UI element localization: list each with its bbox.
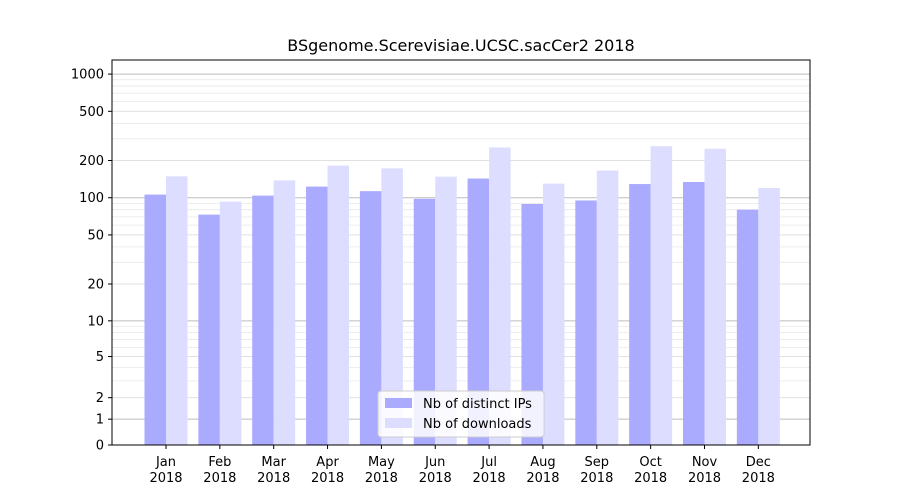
y-tick-label: 1000 [71,68,104,83]
x-tick-label-year: 2018 [526,471,559,486]
bar-distinct-ips [198,214,220,445]
bar-distinct-ips [521,203,543,445]
bar-downloads [327,165,350,445]
legend-label: Nb of distinct IPs [423,397,532,412]
y-tick-label: 10 [87,314,104,329]
y-tick-label: 1 [96,413,104,428]
x-tick-label-year: 2018 [742,471,775,486]
x-tick-label-year: 2018 [419,471,452,486]
x-tick-label-year: 2018 [149,471,182,486]
x-tick-label-year: 2018 [473,471,506,486]
bar-downloads [489,147,511,445]
legend-label: Nb of downloads [423,417,532,432]
x-tick-label-year: 2018 [257,471,290,486]
bar-distinct-ips [629,184,651,445]
bar-distinct-ips [683,182,705,445]
bar-downloads [542,183,565,446]
y-tick-label: 2 [96,391,104,406]
bar-distinct-ips [575,200,597,445]
bar-downloads [166,176,188,445]
bar-distinct-ips [736,209,759,445]
bar-downloads [273,180,296,445]
x-tick-label-month: Jun [424,455,445,470]
bar-downloads [219,201,242,445]
x-tick-label-month: Feb [208,455,231,470]
bar-distinct-ips [359,191,382,445]
y-tick-label: 0 [96,439,104,454]
x-tick-label-month: Nov [692,455,718,470]
bar-distinct-ips [467,178,490,445]
x-tick-label-month: Dec [746,455,771,470]
x-tick-label-month: Oct [639,455,661,470]
bar-downloads [650,146,673,445]
bar-downloads [435,176,457,446]
x-tick-label-month: Mar [261,455,286,470]
bar-downloads [704,148,726,445]
x-tick-label-month: Sep [585,455,610,470]
legend-swatch [385,398,412,408]
chart-title: BSgenome.Scerevisiae.UCSC.sacCer2 2018 [287,36,634,55]
bars [144,146,780,446]
x-tick-label-year: 2018 [634,471,667,486]
x-tick-label-month: Jan [155,455,176,470]
y-tick-label: 50 [87,228,104,243]
x-tick-label-month: Aug [530,455,555,470]
y-tick-label: 500 [79,105,104,120]
bar-downloads [381,168,403,445]
y-axis: 0 1 2 5 10 20 50 100 200 500 1000 [71,68,112,454]
y-tick-label: 100 [79,191,104,206]
x-axis: Jan2018Feb2018Mar2018Apr2018May2018Jun20… [149,445,775,486]
y-tick-label: 5 [96,350,104,365]
legend: Nb of distinct IPs Nb of downloads [377,390,545,438]
x-tick-label-month: May [368,455,395,470]
y-tick-label: 200 [79,154,104,169]
y-tick-label: 20 [87,278,104,293]
x-tick-label-year: 2018 [580,471,613,486]
bar-downloads [596,170,619,445]
x-tick-label-year: 2018 [688,471,721,486]
legend-box [377,390,545,438]
x-tick-label-year: 2018 [365,471,398,486]
x-tick-label-year: 2018 [203,471,236,486]
bar-distinct-ips [306,186,328,445]
x-tick-label-month: Apr [316,455,339,470]
x-tick-label-year: 2018 [311,471,344,486]
bar-downloads [758,187,780,445]
bar-distinct-ips [144,194,166,445]
plot-frame [111,59,811,446]
legend-swatch [385,418,412,428]
x-tick-label-month: Jul [480,455,497,470]
bar-distinct-ips [413,198,436,445]
bar-distinct-ips [252,195,274,445]
